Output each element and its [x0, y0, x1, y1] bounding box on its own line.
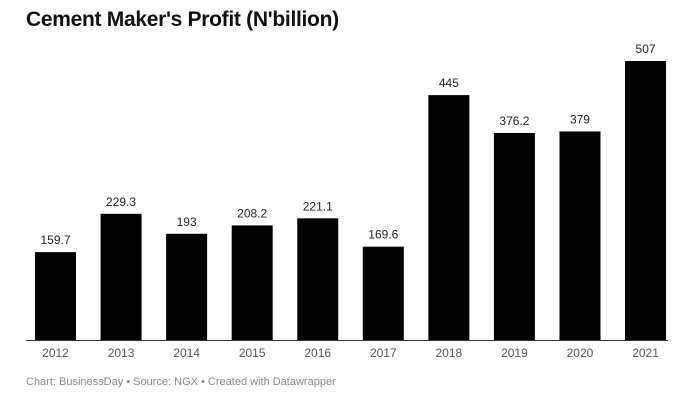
- value-label-2021: 507: [636, 42, 656, 56]
- value-label-2017: 169.6: [368, 228, 398, 242]
- x-tick-label-2012: 2012: [42, 346, 69, 360]
- value-label-2019: 376.2: [499, 114, 529, 128]
- value-label-2014: 193: [177, 215, 197, 229]
- chart-title: Cement Maker's Profit (N'billion): [26, 8, 339, 31]
- x-tick-label-2017: 2017: [370, 346, 397, 360]
- bar-2015: [231, 225, 273, 340]
- value-label-2012: 159.7: [40, 233, 70, 247]
- value-label-2013: 229.3: [106, 195, 136, 209]
- bar-2017: [362, 246, 404, 340]
- x-tick-label-2016: 2016: [304, 346, 331, 360]
- bar-2021: [625, 61, 667, 340]
- x-tick-label-2018: 2018: [436, 346, 463, 360]
- value-label-2015: 208.2: [237, 206, 267, 220]
- chart-footer: Chart: BusinessDay • Source: NGX • Creat…: [26, 376, 336, 388]
- bar-2020: [559, 131, 601, 340]
- value-label-2020: 379: [570, 112, 590, 126]
- x-tick-label-2021: 2021: [632, 346, 659, 360]
- x-tick-label-2019: 2019: [501, 346, 528, 360]
- bar-2013: [100, 213, 142, 340]
- bar-chart: 159.7 2012 229.3 2013 193 2014 208.2 2015 221.1 2…: [26, 42, 668, 360]
- value-label-2016: 221.1: [303, 199, 333, 213]
- bar-2014: [166, 233, 208, 340]
- bar-2012: [35, 252, 76, 340]
- x-tick-label-2014: 2014: [173, 346, 200, 360]
- bar-2019: [493, 132, 535, 340]
- value-label-2018: 445: [439, 76, 459, 90]
- bar-2018: [428, 95, 470, 340]
- bar-2016: [297, 218, 339, 340]
- x-tick-label-2013: 2013: [108, 346, 135, 360]
- x-tick-label-2015: 2015: [239, 346, 266, 360]
- x-tick-label-2020: 2020: [567, 346, 594, 360]
